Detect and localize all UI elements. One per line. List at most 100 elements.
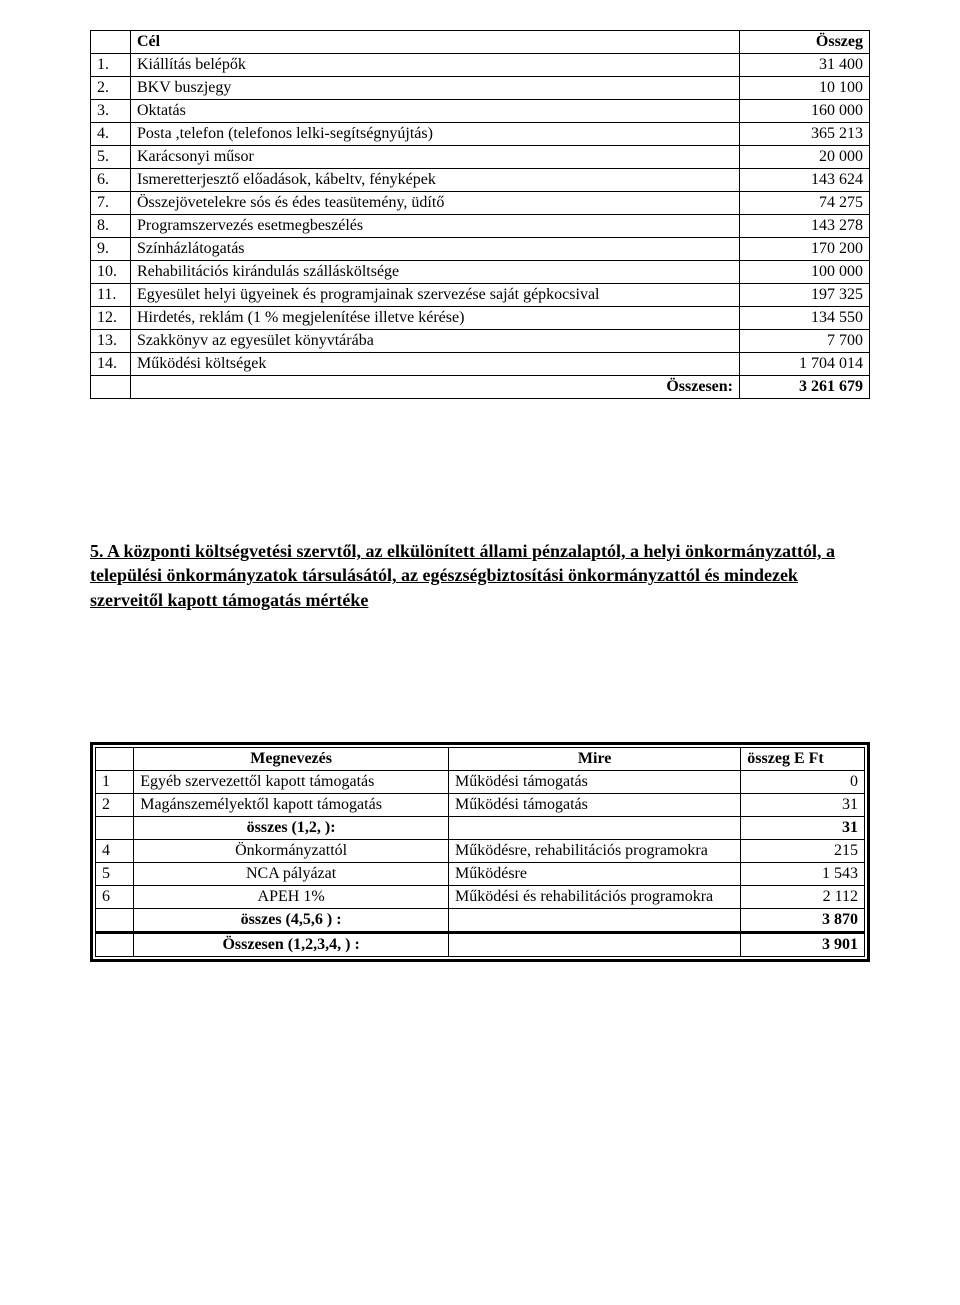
row-name: Oktatás <box>131 100 740 123</box>
row-name: Posta ,telefon (telefonos lelki-segítség… <box>131 123 740 146</box>
table-row: 10.Rehabilitációs kirándulás szálláskölt… <box>91 261 870 284</box>
total-value: 3 261 679 <box>740 376 870 399</box>
table-row: 1.Kiállítás belépők31 400 <box>91 54 870 77</box>
t2-header-num <box>96 747 134 770</box>
table-row: 4ÖnkormányzattólMűködésre, rehabilitáció… <box>96 839 865 862</box>
subtotal-value: 3 870 <box>741 908 865 932</box>
table-row: 7.Összejövetelekre sós és édes teasütemé… <box>91 192 870 215</box>
row-value: 1 543 <box>741 862 865 885</box>
row-value: 215 <box>741 839 865 862</box>
row-num: 2. <box>91 77 131 100</box>
row-mire: Működésre, rehabilitációs programokra <box>449 839 741 862</box>
subtotal-row: összes (1,2, ): 31 <box>96 816 865 839</box>
table-row: 9.Színházlátogatás170 200 <box>91 238 870 261</box>
row-value: 74 275 <box>740 192 870 215</box>
table-row: 4.Posta ,telefon (telefonos lelki-segíts… <box>91 123 870 146</box>
grand-num <box>96 932 134 956</box>
row-value: 2 112 <box>741 885 865 908</box>
row-value: 0 <box>741 770 865 793</box>
row-mire: Működési támogatás <box>449 793 741 816</box>
table-row: 2Magánszemélyektől kapott támogatásMűköd… <box>96 793 865 816</box>
table-row: 14.Működési költségek1 704 014 <box>91 353 870 376</box>
row-num: 1 <box>96 770 134 793</box>
row-num: 4. <box>91 123 131 146</box>
row-num: 12. <box>91 307 131 330</box>
row-num: 9. <box>91 238 131 261</box>
row-value: 143 278 <box>740 215 870 238</box>
row-name: Programszervezés esetmegbeszélés <box>131 215 740 238</box>
subtotal-mire <box>449 908 741 932</box>
grand-label: Összesen (1,2,3,4, ) : <box>134 932 449 956</box>
row-num: 11. <box>91 284 131 307</box>
t2-header-value: összeg E Ft <box>741 747 865 770</box>
row-num: 7. <box>91 192 131 215</box>
row-name: NCA pályázat <box>134 862 449 885</box>
table-row: 12.Hirdetés, reklám (1 % megjelenítése i… <box>91 307 870 330</box>
total-num <box>91 376 131 399</box>
grand-total-row: Összesen (1,2,3,4, ) :3 901 <box>96 932 865 956</box>
row-value: 31 400 <box>740 54 870 77</box>
subtotal-mire <box>449 816 741 839</box>
row-value: 365 213 <box>740 123 870 146</box>
row-mire: Működési és rehabilitációs programokra <box>449 885 741 908</box>
row-num: 13. <box>91 330 131 353</box>
table-row: 8.Programszervezés esetmegbeszélés143 27… <box>91 215 870 238</box>
support-table-wrap: Megnevezés Mire összeg E Ft 1Egyéb szerv… <box>90 742 870 962</box>
subtotal-num <box>96 816 134 839</box>
support-table: Megnevezés Mire összeg E Ft 1Egyéb szerv… <box>95 747 865 957</box>
row-name: Rehabilitációs kirándulás szállásköltség… <box>131 261 740 284</box>
row-value: 100 000 <box>740 261 870 284</box>
table-row: 2.BKV buszjegy10 100 <box>91 77 870 100</box>
budget-table: Cél Összeg 1.Kiállítás belépők31 4002.BK… <box>90 30 870 399</box>
table-row: 6APEH 1%Működési és rehabilitációs progr… <box>96 885 865 908</box>
row-num: 5. <box>91 146 131 169</box>
table-row: 1Egyéb szervezettől kapott támogatásMűkö… <box>96 770 865 793</box>
subtotal-row: összes (4,5,6 ) : 3 870 <box>96 908 865 932</box>
row-name: BKV buszjegy <box>131 77 740 100</box>
row-name: Színházlátogatás <box>131 238 740 261</box>
row-mire: Működésre <box>449 862 741 885</box>
row-name: Kiállítás belépők <box>131 54 740 77</box>
row-name: Magánszemélyektől kapott támogatás <box>134 793 449 816</box>
t2-header-mire: Mire <box>449 747 741 770</box>
row-num: 1. <box>91 54 131 77</box>
row-num: 6 <box>96 885 134 908</box>
row-value: 170 200 <box>740 238 870 261</box>
subtotal-value: 31 <box>741 816 865 839</box>
section-heading: 5. A központi költségvetési szervtől, az… <box>90 539 870 612</box>
t2-header-name: Megnevezés <box>134 747 449 770</box>
row-value: 7 700 <box>740 330 870 353</box>
row-num: 10. <box>91 261 131 284</box>
row-value: 1 704 014 <box>740 353 870 376</box>
row-value: 160 000 <box>740 100 870 123</box>
row-value: 134 550 <box>740 307 870 330</box>
table-row: 6.Ismeretterjesztő előadások, kábeltv, f… <box>91 169 870 192</box>
subtotal-num <box>96 908 134 932</box>
table-row: 11.Egyesület helyi ügyeinek és programja… <box>91 284 870 307</box>
row-name: Szakkönyv az egyesület könyvtárába <box>131 330 740 353</box>
row-name: APEH 1% <box>134 885 449 908</box>
row-name: Összejövetelekre sós és édes teasütemény… <box>131 192 740 215</box>
row-num: 6. <box>91 169 131 192</box>
row-value: 143 624 <box>740 169 870 192</box>
subtotal-label: összes (4,5,6 ) : <box>134 908 449 932</box>
header-num <box>91 31 131 54</box>
subtotal-label: összes (1,2, ): <box>134 816 449 839</box>
row-num: 5 <box>96 862 134 885</box>
table-row: 13.Szakkönyv az egyesület könyvtárába7 7… <box>91 330 870 353</box>
row-name: Ismeretterjesztő előadások, kábeltv, fén… <box>131 169 740 192</box>
row-name: Hirdetés, reklám (1 % megjelenítése ille… <box>131 307 740 330</box>
row-name: Önkormányzattól <box>134 839 449 862</box>
header-name: Cél <box>131 31 740 54</box>
row-num: 3. <box>91 100 131 123</box>
row-name: Egyesület helyi ügyeinek és programjaina… <box>131 284 740 307</box>
row-value: 10 100 <box>740 77 870 100</box>
table-row: 5.Karácsonyi műsor20 000 <box>91 146 870 169</box>
row-value: 197 325 <box>740 284 870 307</box>
row-name: Működési költségek <box>131 353 740 376</box>
header-value: Összeg <box>740 31 870 54</box>
row-value: 31 <box>741 793 865 816</box>
row-name: Egyéb szervezettől kapott támogatás <box>134 770 449 793</box>
row-mire: Működési támogatás <box>449 770 741 793</box>
table-row: 3.Oktatás160 000 <box>91 100 870 123</box>
